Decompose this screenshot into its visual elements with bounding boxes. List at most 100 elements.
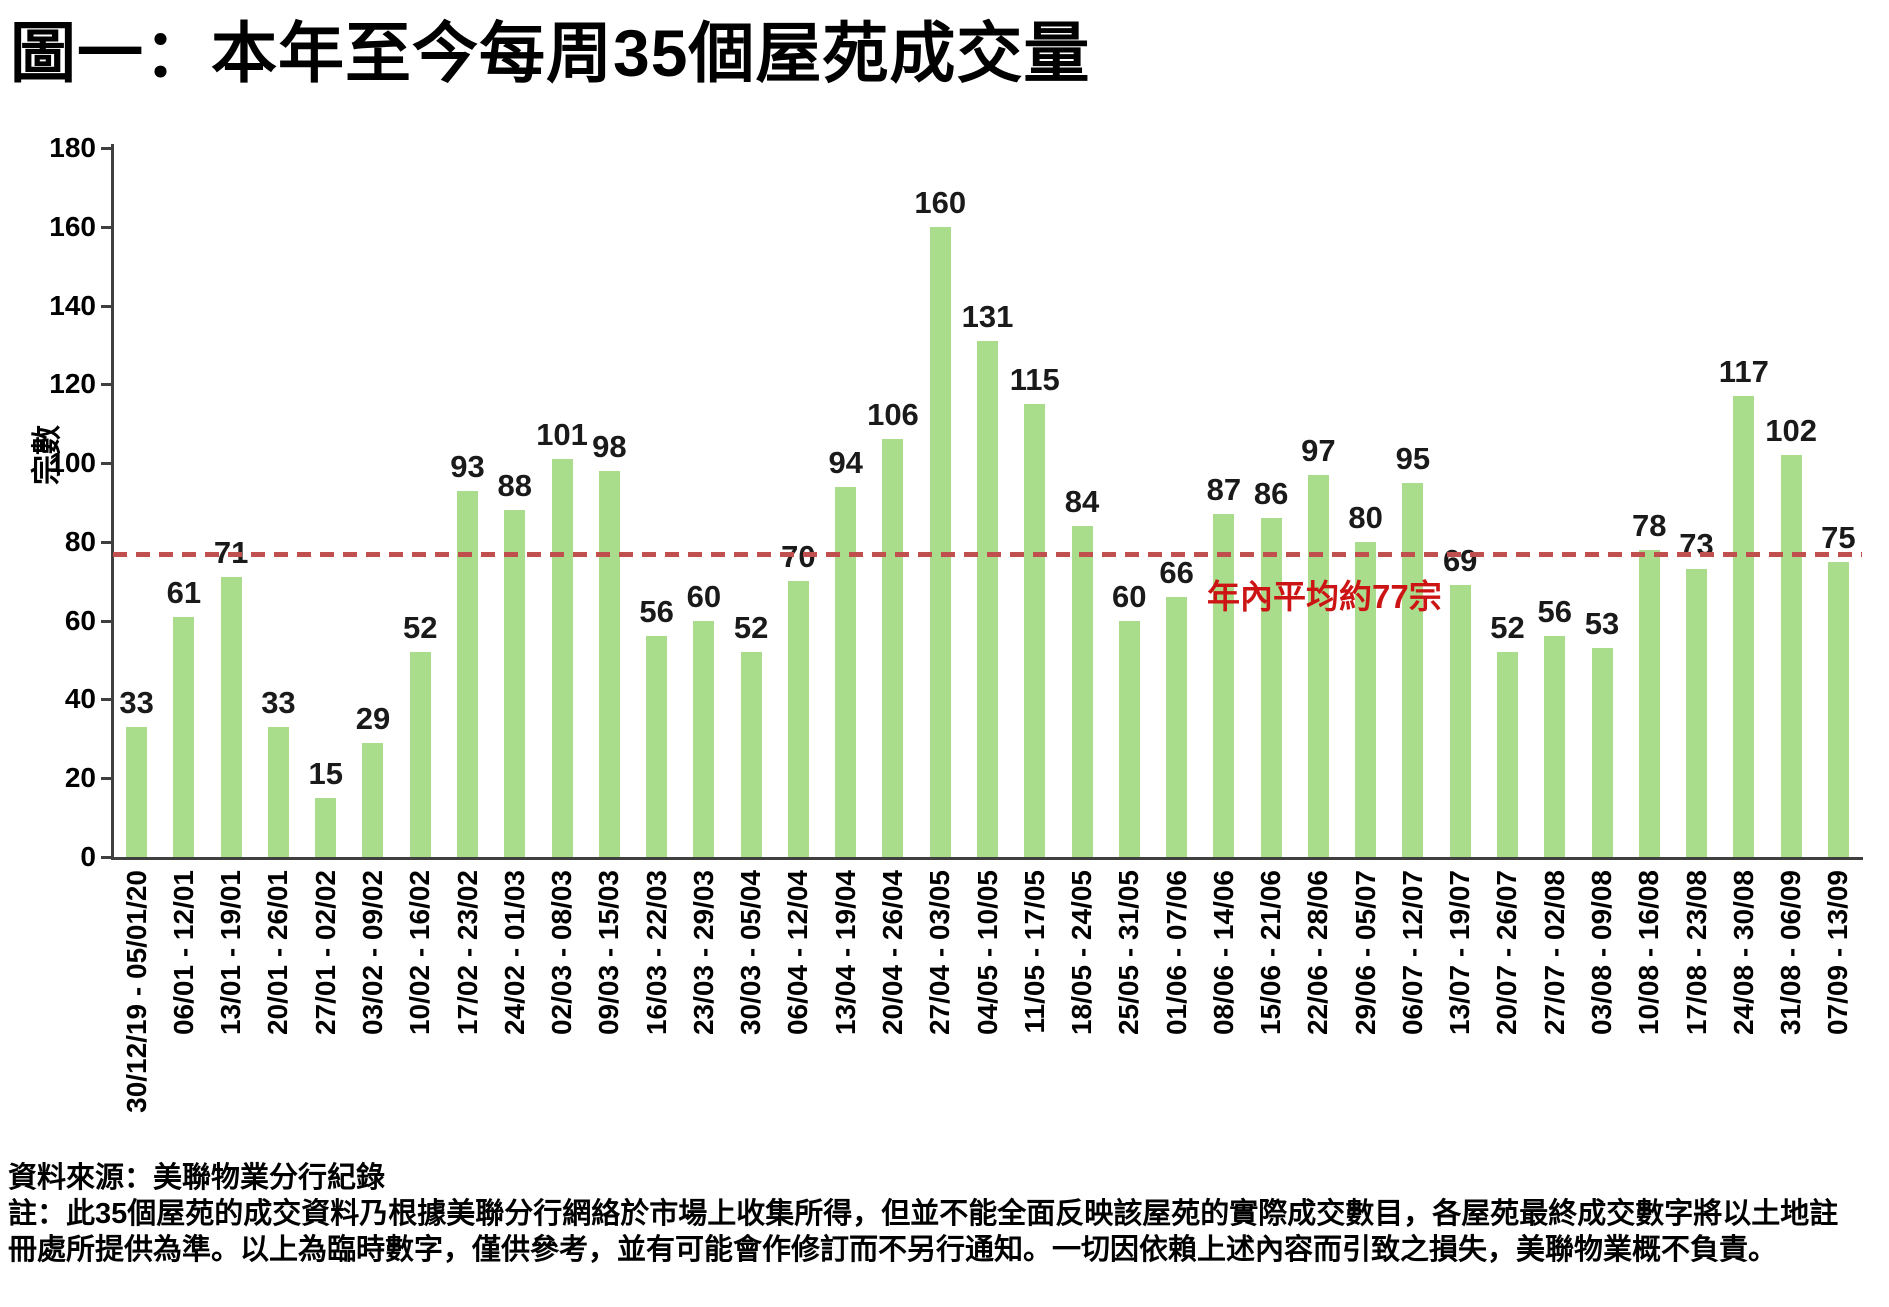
x-axis-tick-label: 30/12/19 - 05/01/20 bbox=[120, 870, 152, 1113]
x-axis-tick-label: 13/07 - 19/07 bbox=[1444, 870, 1476, 1036]
bar-value-label: 66 bbox=[1159, 555, 1194, 591]
x-axis-tick-label: 27/07 - 02/08 bbox=[1538, 870, 1570, 1036]
x-axis-tick-label: 29/06 - 05/07 bbox=[1349, 870, 1381, 1036]
bar bbox=[126, 727, 148, 857]
x-axis-tick-label: 24/08 - 30/08 bbox=[1727, 870, 1759, 1036]
bar-value-label: 60 bbox=[686, 578, 722, 614]
bar-value-label: 115 bbox=[1009, 362, 1060, 398]
bar-value-label: 106 bbox=[867, 397, 919, 433]
x-axis-tick-label: 20/04 - 26/04 bbox=[876, 870, 908, 1036]
bar bbox=[1024, 404, 1046, 857]
bar bbox=[1544, 636, 1566, 857]
bar bbox=[1686, 569, 1708, 857]
x-axis-tick-label: 25/05 - 31/05 bbox=[1113, 870, 1145, 1036]
y-axis-tick-mark bbox=[101, 304, 111, 308]
bar-value-label: 78 bbox=[1632, 507, 1667, 543]
x-axis-tick-label: 03/08 - 09/08 bbox=[1586, 870, 1617, 1036]
bar bbox=[977, 341, 998, 857]
bar-value-label: 93 bbox=[450, 448, 485, 484]
x-axis-tick-label: 22/06 - 28/06 bbox=[1302, 870, 1334, 1036]
bar-value-label: 88 bbox=[497, 468, 533, 504]
average-dashed-line bbox=[113, 551, 1862, 557]
x-axis-tick-label: 20/01 - 26/01 bbox=[262, 870, 294, 1036]
x-axis-tick-label: 13/01 - 19/01 bbox=[215, 870, 247, 1036]
y-axis-tick-label: 140 bbox=[49, 289, 96, 321]
y-axis-tick-label: 160 bbox=[49, 210, 96, 242]
bar-value-label: 94 bbox=[828, 444, 863, 480]
bar bbox=[504, 510, 526, 857]
y-axis-tick-mark bbox=[101, 225, 111, 229]
x-axis-tick-label: 17/02 - 23/02 bbox=[451, 870, 483, 1036]
x-axis-tick-label: 07/09 - 13/09 bbox=[1822, 870, 1854, 1036]
bar-value-label: 98 bbox=[592, 428, 627, 464]
bar bbox=[693, 620, 715, 857]
bar bbox=[1260, 518, 1282, 857]
x-axis-tick-label: 10/02 - 16/02 bbox=[404, 870, 436, 1036]
bar bbox=[1591, 648, 1613, 857]
footer-notes: 資料來源：美聯物業分行紀錄 註：此35個屋苑的成交資料乃根據美聯分行網絡於市場上… bbox=[8, 1160, 1884, 1268]
bar-value-label: 131 bbox=[961, 299, 1014, 334]
note-line-2: 冊處所提供為準。以上為臨時數字，僅供參考，並有可能會作修訂而不另行通知。一切因依… bbox=[8, 1234, 1778, 1266]
x-axis-line bbox=[111, 857, 1863, 860]
y-axis-tick-mark bbox=[101, 856, 111, 859]
bar bbox=[1733, 396, 1755, 857]
bar bbox=[1449, 585, 1471, 857]
bar bbox=[1402, 482, 1424, 857]
y-axis-tick-mark bbox=[101, 147, 111, 150]
bar bbox=[1071, 526, 1093, 857]
source-line: 資料來源：美聯物業分行紀錄 bbox=[8, 1162, 386, 1194]
bar-value-label: 160 bbox=[914, 184, 967, 220]
x-axis-tick-label: 13/04 - 19/04 bbox=[829, 870, 861, 1036]
bar-value-label: 101 bbox=[536, 417, 588, 453]
x-axis-tick-label: 23/03 - 29/03 bbox=[687, 870, 719, 1036]
note-line-1: 註：此35個屋苑的成交資料乃根據美聯分行網絡於市場上收集所得，但並不能全面反映該… bbox=[8, 1198, 1839, 1230]
x-axis-tick-label: 17/08 - 23/08 bbox=[1680, 870, 1712, 1036]
bar bbox=[1118, 620, 1140, 857]
bar-value-label: 69 bbox=[1442, 543, 1478, 579]
x-axis-tick-label: 03/02 - 09/02 bbox=[356, 870, 388, 1036]
bar bbox=[1827, 561, 1849, 857]
y-axis-tick-mark bbox=[101, 462, 111, 466]
bar-value-label: 84 bbox=[1064, 484, 1100, 520]
bar bbox=[882, 439, 904, 857]
y-axis-tick-mark bbox=[101, 698, 111, 702]
bar-value-label: 56 bbox=[639, 594, 674, 630]
x-axis-tick-label: 10/08 - 16/08 bbox=[1633, 870, 1665, 1036]
bar-value-label: 80 bbox=[1348, 499, 1383, 535]
x-axis-tick-label: 02/03 - 08/03 bbox=[546, 870, 578, 1036]
bar-value-label: 33 bbox=[119, 685, 154, 721]
y-axis-tick-label: 0 bbox=[80, 841, 96, 872]
average-line-label: 年內平均約77宗 bbox=[1207, 578, 1442, 615]
bar-value-label: 53 bbox=[1584, 606, 1620, 642]
y-axis-tick-label: 80 bbox=[64, 525, 96, 557]
x-axis-tick-label: 11/05 - 17/05 bbox=[1018, 870, 1050, 1034]
bar bbox=[646, 636, 668, 857]
y-axis-tick-label: 120 bbox=[49, 368, 96, 400]
y-axis-tick-label: 60 bbox=[64, 604, 96, 636]
bar bbox=[1213, 514, 1235, 857]
x-axis-tick-label: 24/02 - 01/03 bbox=[498, 870, 530, 1036]
bar bbox=[598, 470, 620, 857]
bar bbox=[551, 459, 573, 857]
bar-value-label: 87 bbox=[1206, 472, 1242, 508]
x-axis-tick-label: 06/01 - 12/01 bbox=[167, 870, 199, 1036]
bar bbox=[457, 490, 479, 857]
bar-value-label: 52 bbox=[1490, 610, 1525, 646]
x-axis-tick-label: 01/06 - 07/06 bbox=[1160, 870, 1192, 1036]
bar bbox=[315, 797, 337, 857]
x-axis-tick-label: 08/06 - 14/06 bbox=[1207, 870, 1239, 1036]
y-axis-tick-label: 40 bbox=[64, 683, 96, 715]
y-axis-tick-mark bbox=[101, 540, 111, 544]
y-axis-tick-mark bbox=[101, 619, 111, 623]
y-axis-tick-mark bbox=[101, 383, 111, 387]
bar-value-label: 52 bbox=[733, 610, 769, 646]
y-axis-tick-label: 100 bbox=[49, 447, 96, 479]
bar-value-label: 117 bbox=[1718, 354, 1769, 390]
x-axis-tick-label: 15/06 - 21/06 bbox=[1255, 870, 1287, 1036]
bar bbox=[1638, 549, 1660, 857]
x-axis-tick-label: 20/07 - 26/07 bbox=[1491, 870, 1523, 1036]
bar bbox=[173, 616, 195, 857]
bar bbox=[835, 486, 857, 857]
bar-value-label: 75 bbox=[1821, 519, 1856, 555]
